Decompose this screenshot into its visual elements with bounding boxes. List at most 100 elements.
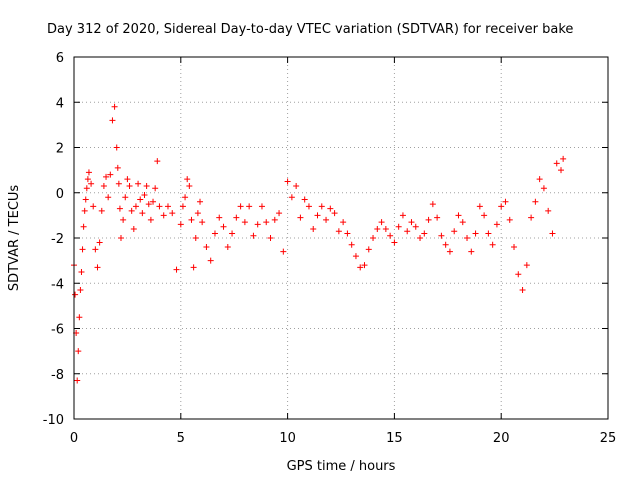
data-point <box>105 194 112 201</box>
data-point <box>464 235 471 241</box>
data-point <box>357 264 364 271</box>
data-point <box>352 253 359 260</box>
data-point <box>519 287 526 294</box>
x-tick-label: 10 <box>279 431 296 446</box>
data-point <box>370 235 377 241</box>
data-point <box>335 228 342 235</box>
data-point <box>391 239 398 246</box>
data-point <box>160 212 167 219</box>
data-point <box>258 203 265 210</box>
data-point <box>85 169 92 176</box>
data-point <box>429 201 436 208</box>
data-point <box>511 244 518 251</box>
data-point <box>476 203 483 210</box>
data-point <box>116 205 123 212</box>
data-point <box>190 264 197 271</box>
chart-title: Day 312 of 2020, Sidereal Day-to-day VTE… <box>47 22 573 37</box>
y-tick-label: -4 <box>51 277 64 292</box>
data-point <box>472 230 479 237</box>
grid <box>74 57 608 419</box>
data-point <box>100 182 107 189</box>
data-point <box>438 232 445 239</box>
data-point <box>378 219 385 226</box>
data-point <box>545 207 552 214</box>
data-point <box>558 167 565 174</box>
data-point <box>135 180 142 187</box>
data-point <box>83 185 90 192</box>
data-point <box>150 198 157 205</box>
data-point <box>412 223 419 230</box>
data-point <box>79 246 86 253</box>
data-point <box>455 212 462 219</box>
data-point <box>237 203 244 210</box>
x-tick-label: 25 <box>600 431 617 446</box>
data-point <box>301 196 308 203</box>
data-point <box>293 182 300 189</box>
data-point <box>267 235 274 241</box>
data-point <box>111 103 118 110</box>
data-point <box>132 203 139 210</box>
data-point <box>344 230 351 237</box>
data-point <box>124 176 131 183</box>
data-point <box>323 216 330 223</box>
data-point <box>188 216 195 223</box>
data-point <box>284 178 291 185</box>
data-point <box>532 198 539 205</box>
data-point <box>421 230 428 237</box>
data-point <box>156 203 163 210</box>
x-tick-label: 5 <box>177 431 185 446</box>
data-point <box>169 210 176 217</box>
data-point <box>348 241 355 248</box>
y-tick-label: -2 <box>51 232 64 247</box>
data-point <box>113 144 120 151</box>
data-point <box>207 257 214 264</box>
data-point <box>78 268 85 275</box>
data-point <box>310 225 317 232</box>
data-point <box>498 203 505 210</box>
data-point <box>327 205 334 212</box>
y-tick-label: -10 <box>43 413 64 428</box>
data-point <box>404 228 411 235</box>
data-point <box>117 235 124 241</box>
data-point <box>139 210 146 217</box>
data-point <box>528 214 535 221</box>
y-tick-label: 0 <box>56 187 64 202</box>
y-tick-label: -8 <box>51 368 64 383</box>
data-point <box>263 219 270 226</box>
data-point <box>425 216 432 223</box>
data-point <box>128 207 135 214</box>
data-point <box>254 221 261 228</box>
data-point <box>387 232 394 239</box>
data-point <box>114 164 121 171</box>
data-point <box>224 244 231 251</box>
data-point <box>395 223 402 230</box>
data-point <box>515 271 522 278</box>
data-point <box>399 212 406 219</box>
data-point <box>549 230 556 237</box>
data-point <box>374 225 381 232</box>
data-point <box>485 230 492 237</box>
x-tick-label: 15 <box>386 431 403 446</box>
data-point <box>199 219 206 226</box>
data-point <box>382 225 389 232</box>
data-point <box>203 244 210 251</box>
data-point <box>229 230 236 237</box>
data-point <box>82 196 89 203</box>
data-point <box>182 194 189 201</box>
x-tick-label: 0 <box>70 431 78 446</box>
data-point <box>250 232 257 239</box>
data-point <box>246 203 253 210</box>
data-point <box>361 262 368 269</box>
data-point <box>340 219 347 226</box>
data-point <box>331 210 338 217</box>
data-point <box>451 228 458 235</box>
data-point <box>120 216 127 223</box>
data-point <box>96 239 103 246</box>
data-point <box>446 248 453 255</box>
data-point <box>141 192 148 199</box>
data-point <box>152 185 159 192</box>
data-point <box>194 210 201 217</box>
data-point <box>442 241 449 248</box>
x-tick-label: 20 <box>493 431 510 446</box>
data-point <box>216 214 223 221</box>
